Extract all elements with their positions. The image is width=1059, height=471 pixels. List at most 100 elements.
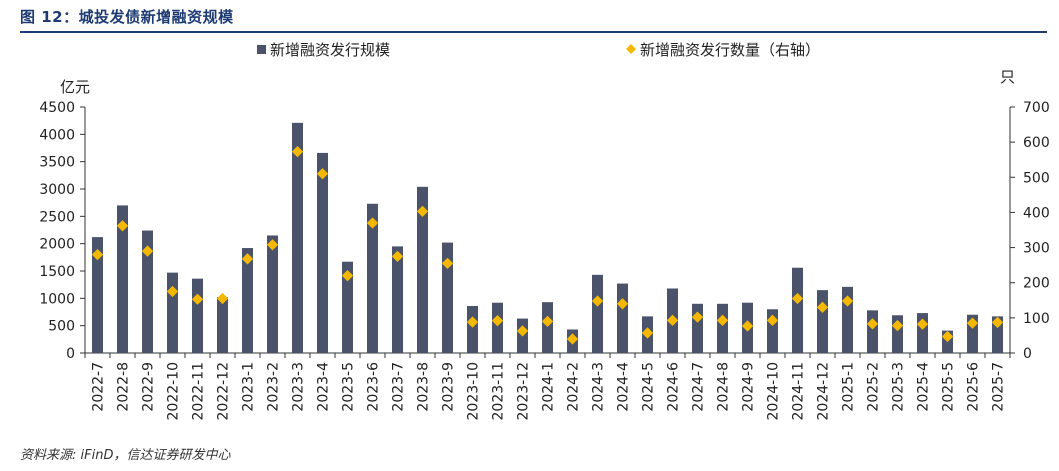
x-tick-label: 2022-7 — [91, 362, 107, 412]
bar — [867, 310, 878, 353]
bar — [242, 248, 253, 353]
marker — [516, 325, 529, 337]
legend-bar-swatch — [257, 45, 266, 54]
bar — [792, 267, 803, 353]
right-tick-label: 400 — [1023, 205, 1050, 221]
marker — [541, 315, 554, 328]
right-tick-label: 100 — [1023, 311, 1050, 327]
marker — [691, 311, 704, 323]
right-axis-unit: 只 — [1000, 68, 1015, 86]
x-tick-label: 2022-10 — [166, 362, 182, 421]
marker — [466, 316, 479, 328]
bar — [142, 230, 153, 353]
bar — [842, 286, 853, 353]
x-tick-label: 2025-7 — [991, 362, 1007, 412]
bar — [417, 186, 428, 353]
bar — [542, 302, 553, 353]
x-tick-label: 2022-9 — [141, 362, 157, 412]
x-tick-label: 2023-1 — [241, 362, 257, 412]
left-tick-label: 500 — [48, 319, 75, 335]
bar — [267, 235, 278, 353]
title-divider — [20, 31, 1047, 33]
x-tick-label: 2024-8 — [716, 362, 732, 412]
bar — [992, 316, 1003, 353]
marker — [666, 314, 679, 326]
marker — [391, 250, 404, 263]
x-tick-label: 2023-10 — [466, 362, 482, 421]
x-tick-label: 2024-11 — [791, 362, 807, 421]
bar — [767, 309, 778, 353]
legend-bar-label: 新增融资发行规模 — [270, 41, 390, 59]
left-tick-label: 1500 — [39, 264, 75, 280]
x-tick-label: 2025-3 — [891, 362, 907, 412]
legend-marker-swatch — [626, 44, 636, 54]
x-tick-label: 2024-9 — [741, 362, 757, 412]
marker — [816, 301, 829, 313]
x-tick-label: 2023-8 — [416, 362, 432, 412]
left-tick-label: 0 — [66, 346, 75, 362]
marker — [641, 327, 654, 339]
right-tick-label: 200 — [1023, 276, 1050, 292]
bar — [217, 297, 228, 353]
left-tick-label: 3500 — [39, 155, 75, 171]
right-tick-label: 600 — [1023, 135, 1050, 151]
bar — [117, 205, 128, 353]
marker — [316, 168, 329, 180]
source-note: 资料来源: iFinD，信达证券研发中心 — [20, 448, 231, 463]
marker — [491, 315, 504, 327]
x-tick-label: 2024-12 — [816, 362, 832, 421]
bar — [292, 122, 303, 353]
marker — [441, 257, 454, 270]
bar — [367, 203, 378, 353]
bar — [592, 274, 603, 353]
bar — [692, 303, 703, 353]
right-tick-label: 500 — [1023, 170, 1050, 186]
x-tick-label: 2024-6 — [666, 362, 682, 412]
markers — [91, 145, 1004, 345]
left-tick-label: 1000 — [39, 291, 75, 307]
right-tick-label: 300 — [1023, 241, 1050, 257]
bar — [342, 261, 353, 353]
x-tick-label: 2025-4 — [916, 362, 932, 412]
marker — [616, 298, 629, 310]
x-tick-label: 2024-2 — [566, 362, 582, 412]
marker — [891, 319, 904, 332]
bar — [442, 242, 453, 353]
x-tick-label: 2025-5 — [941, 362, 957, 412]
x-tick-label: 2024-7 — [691, 362, 707, 412]
bar — [892, 315, 903, 353]
marker — [291, 145, 304, 158]
legend: 新增融资发行规模 新增融资发行数量（右轴） — [257, 41, 820, 59]
legend-marker-label: 新增融资发行数量（右轴） — [640, 41, 820, 59]
x-tick-label: 2025-1 — [841, 362, 857, 412]
marker — [866, 318, 879, 330]
marker — [916, 318, 929, 330]
x-tick-label: 2023-2 — [266, 362, 282, 412]
left-tick-label: 2000 — [39, 237, 75, 253]
marker — [191, 293, 204, 305]
marker — [591, 295, 604, 307]
left-axis-unit: 亿元 — [60, 78, 90, 96]
x-tick-label: 2024-1 — [541, 362, 557, 412]
x-tick-label: 2022-8 — [116, 362, 132, 412]
marker — [841, 295, 854, 307]
bar — [392, 246, 403, 353]
x-tick-label: 2024-5 — [641, 362, 657, 412]
x-tick-label: 2023-4 — [316, 362, 332, 412]
x-tick-label: 2023-7 — [391, 362, 407, 412]
marker — [341, 270, 354, 282]
left-tick-label: 4000 — [39, 127, 75, 143]
x-tick-labels: 2022-7 2022-8 2022-9 2022-10 2022-11 2022-12 2… — [91, 362, 1007, 421]
bar — [492, 302, 503, 353]
x-tick-label: 2023-12 — [516, 362, 532, 421]
x-tick-label: 2025-6 — [966, 362, 982, 412]
x-tick-label: 2022-11 — [191, 362, 207, 421]
chart-area: 新增融资发行规模 新增融资发行数量（右轴） 亿元 只 0 500 1000 1500 2… — [39, 41, 1050, 421]
bar — [617, 283, 628, 353]
bar — [167, 272, 178, 353]
marker — [166, 285, 179, 298]
bar — [192, 278, 203, 353]
left-tick-label: 4500 — [39, 100, 75, 116]
bar — [717, 303, 728, 353]
left-tick-label: 2500 — [39, 209, 75, 225]
